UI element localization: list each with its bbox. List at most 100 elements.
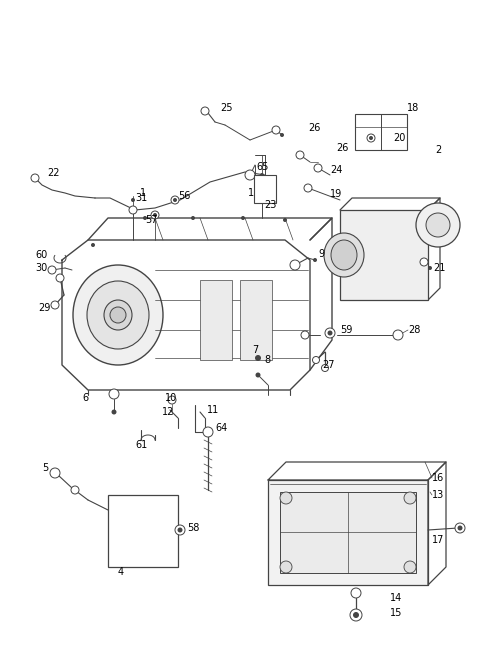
Circle shape — [255, 373, 261, 377]
Circle shape — [245, 170, 255, 180]
Circle shape — [175, 525, 185, 535]
Text: 10: 10 — [165, 393, 177, 403]
Text: 65: 65 — [256, 162, 268, 172]
Text: 31: 31 — [135, 193, 147, 203]
Circle shape — [173, 198, 177, 202]
Text: 5: 5 — [42, 463, 48, 473]
Text: 13: 13 — [432, 490, 444, 500]
Circle shape — [457, 525, 463, 531]
Circle shape — [455, 523, 465, 533]
Circle shape — [201, 107, 209, 115]
Circle shape — [151, 211, 159, 219]
Text: 1: 1 — [140, 188, 146, 198]
Circle shape — [168, 396, 176, 404]
Circle shape — [301, 331, 309, 339]
Text: 1: 1 — [248, 188, 254, 198]
Text: 58: 58 — [187, 523, 199, 533]
Text: 14: 14 — [390, 593, 402, 603]
Bar — [340, 210, 428, 300]
Bar — [280, 492, 416, 573]
Text: 20: 20 — [393, 133, 406, 143]
Circle shape — [290, 260, 300, 270]
Circle shape — [296, 151, 304, 159]
Text: 28: 28 — [408, 325, 420, 335]
Circle shape — [322, 364, 328, 371]
Circle shape — [404, 561, 416, 573]
Text: 4: 4 — [118, 567, 124, 577]
Circle shape — [325, 328, 335, 338]
Text: 23: 23 — [264, 200, 276, 210]
Text: 29: 29 — [38, 303, 50, 313]
Circle shape — [280, 561, 292, 573]
Text: 8: 8 — [264, 355, 270, 365]
Circle shape — [110, 307, 126, 323]
Bar — [268, 480, 428, 585]
Circle shape — [111, 409, 117, 415]
Text: 15: 15 — [390, 608, 402, 618]
Circle shape — [260, 173, 264, 177]
Circle shape — [367, 134, 375, 142]
Circle shape — [426, 213, 450, 237]
Circle shape — [393, 330, 403, 340]
Circle shape — [304, 184, 312, 192]
Text: 61: 61 — [135, 440, 147, 450]
Circle shape — [153, 213, 157, 217]
Ellipse shape — [87, 281, 149, 349]
Text: 24: 24 — [330, 165, 342, 175]
Circle shape — [280, 492, 292, 504]
Circle shape — [31, 174, 39, 182]
Circle shape — [71, 486, 79, 494]
Circle shape — [314, 164, 322, 172]
Text: 2: 2 — [435, 145, 441, 155]
Text: 64: 64 — [215, 423, 227, 433]
Circle shape — [241, 216, 245, 220]
Circle shape — [109, 389, 119, 399]
Text: 25: 25 — [220, 103, 232, 113]
Text: 9: 9 — [318, 249, 324, 259]
Text: 26: 26 — [336, 143, 348, 153]
Bar — [240, 280, 272, 360]
Ellipse shape — [73, 265, 163, 365]
Text: 12: 12 — [162, 407, 174, 417]
Text: 18: 18 — [407, 103, 419, 113]
Circle shape — [48, 266, 56, 274]
Text: 6: 6 — [82, 393, 88, 403]
Text: 19: 19 — [330, 189, 342, 199]
Ellipse shape — [331, 240, 357, 270]
Text: 11: 11 — [207, 405, 219, 415]
Ellipse shape — [324, 233, 364, 277]
Bar — [355, 114, 407, 150]
Circle shape — [143, 216, 147, 220]
Text: 16: 16 — [432, 473, 444, 483]
Circle shape — [312, 356, 320, 364]
Text: 26: 26 — [308, 123, 320, 133]
Circle shape — [255, 355, 261, 361]
Circle shape — [51, 301, 59, 309]
Circle shape — [56, 274, 64, 282]
Text: 56: 56 — [178, 191, 191, 201]
Circle shape — [404, 492, 416, 504]
Circle shape — [203, 427, 213, 437]
Bar — [108, 495, 178, 567]
Text: 27: 27 — [322, 360, 335, 370]
Text: 17: 17 — [432, 535, 444, 545]
Circle shape — [91, 243, 95, 247]
Circle shape — [313, 258, 317, 262]
Circle shape — [428, 266, 432, 270]
Circle shape — [280, 133, 284, 137]
Circle shape — [416, 203, 460, 247]
Circle shape — [283, 218, 287, 222]
Bar — [254, 175, 276, 203]
Text: 7: 7 — [252, 345, 258, 355]
Bar — [200, 280, 232, 360]
Circle shape — [131, 198, 135, 202]
Circle shape — [353, 612, 359, 618]
Circle shape — [272, 126, 280, 134]
Circle shape — [191, 216, 195, 220]
Text: 57: 57 — [145, 215, 157, 225]
Circle shape — [351, 588, 361, 598]
Ellipse shape — [104, 300, 132, 330]
Text: 22: 22 — [47, 168, 60, 178]
Circle shape — [129, 206, 137, 214]
Circle shape — [327, 331, 333, 335]
